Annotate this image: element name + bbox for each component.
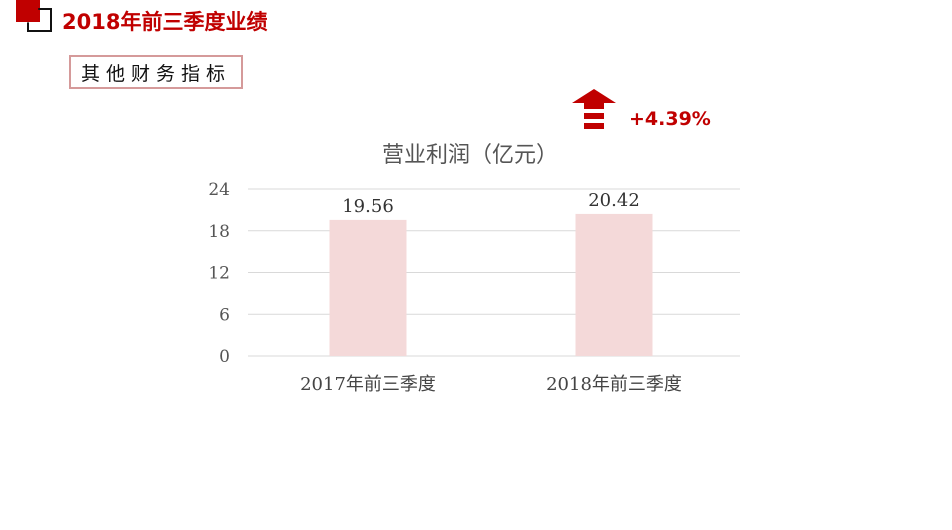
page-title: 2018年前三季度业绩 bbox=[62, 10, 268, 34]
x-tick-label: 2018年前三季度 bbox=[546, 374, 682, 395]
bar bbox=[575, 213, 653, 356]
x-tick-label: 2017年前三季度 bbox=[300, 374, 436, 395]
data-label: 20.42 bbox=[588, 190, 640, 211]
y-tick-label: 24 bbox=[208, 180, 230, 200]
y-tick-label: 18 bbox=[208, 222, 230, 242]
growth-percentage: +4.39% bbox=[629, 108, 711, 130]
y-tick-label: 6 bbox=[219, 305, 230, 325]
section-label: 其他财务指标 bbox=[69, 55, 243, 89]
bar bbox=[329, 219, 407, 356]
y-tick-label: 0 bbox=[219, 347, 230, 367]
data-label: 19.56 bbox=[342, 196, 394, 217]
header-decoration-red-square bbox=[16, 0, 40, 22]
up-arrow-icon bbox=[572, 89, 616, 129]
y-tick-label: 12 bbox=[208, 264, 230, 284]
chart-title: 营业利润（亿元） bbox=[382, 143, 558, 168]
